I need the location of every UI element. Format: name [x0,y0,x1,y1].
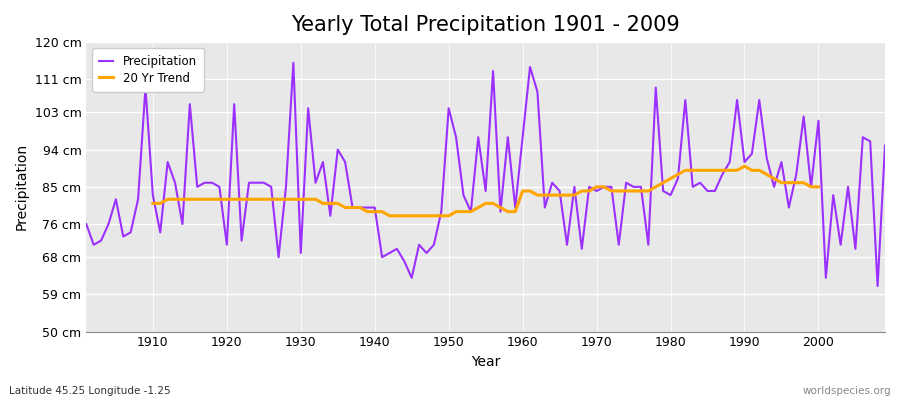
Text: worldspecies.org: worldspecies.org [803,386,891,396]
Precipitation [879,143,890,148]
Precipitation [872,284,883,288]
20 Yr Trend [739,164,750,168]
Precipitation [355,205,365,210]
20 Yr Trend [384,213,395,218]
20 Yr Trend [302,197,313,202]
20 Yr Trend [148,201,158,206]
X-axis label: Year: Year [471,355,500,369]
Text: Latitude 45.25 Longitude -1.25: Latitude 45.25 Longitude -1.25 [9,386,171,396]
Legend: Precipitation, 20 Yr Trend: Precipitation, 20 Yr Trend [92,48,204,92]
Precipitation [81,222,92,226]
20 Yr Trend [813,184,824,189]
20 Yr Trend [806,184,816,189]
Precipitation [518,135,528,140]
Line: 20 Yr Trend: 20 Yr Trend [153,166,818,216]
Precipitation [525,64,535,69]
20 Yr Trend [717,168,728,173]
Line: Precipitation: Precipitation [86,63,885,286]
Precipitation [614,242,625,247]
20 Yr Trend [318,201,328,206]
Precipitation [140,85,151,90]
Precipitation [288,60,299,65]
Precipitation [310,180,321,185]
Title: Yearly Total Precipitation 1901 - 2009: Yearly Total Precipitation 1901 - 2009 [292,15,680,35]
20 Yr Trend [229,197,239,202]
Y-axis label: Precipitation: Precipitation [15,143,29,230]
20 Yr Trend [539,193,550,198]
